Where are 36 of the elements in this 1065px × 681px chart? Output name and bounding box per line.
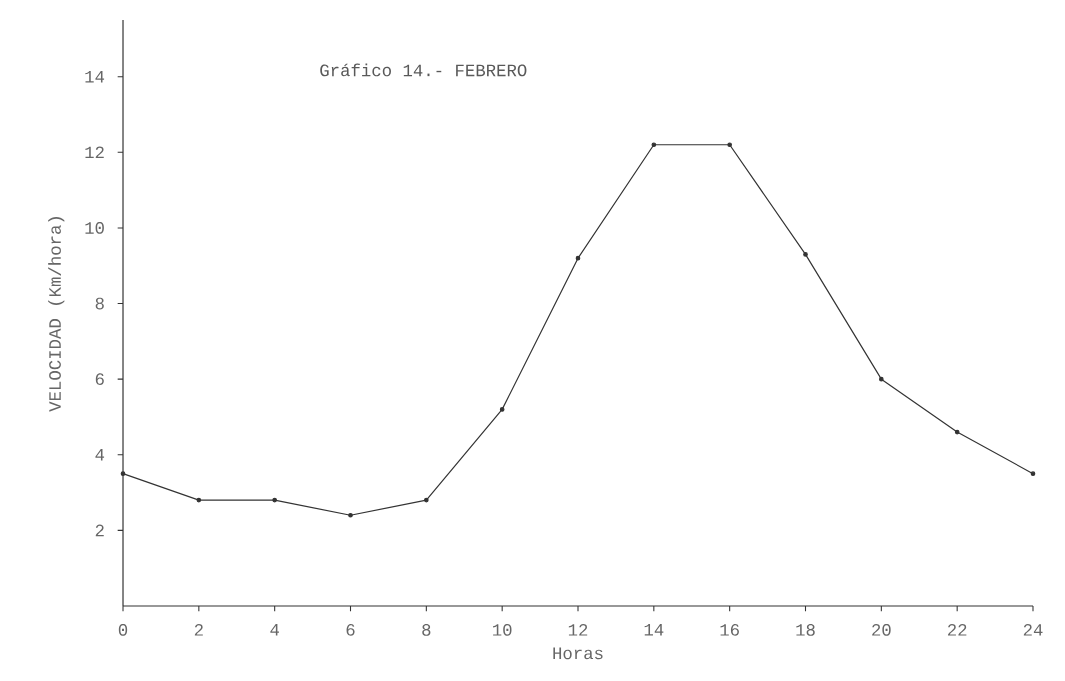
point <box>803 252 808 257</box>
point <box>120 471 126 476</box>
point <box>879 376 884 382</box>
y-tick-label: 6 <box>95 373 104 386</box>
x-tick-label: 10 <box>493 624 512 636</box>
y-tick-label: 12 <box>85 146 104 159</box>
x-tick-label: 4 <box>270 624 279 636</box>
point <box>499 407 505 412</box>
point <box>651 142 657 148</box>
point <box>424 497 429 503</box>
y-tick-label: 14 <box>85 70 105 83</box>
x-tick-label: 16 <box>720 624 739 636</box>
x-tick-label: 20 <box>872 624 891 636</box>
point <box>272 497 277 503</box>
x-tick-label: 22 <box>947 624 967 636</box>
x-axis-title: Horas <box>553 647 603 660</box>
point <box>575 255 581 261</box>
y-axis-title: VELOCIDAD (Km/hora) <box>48 217 65 412</box>
x-tick-label: 6 <box>346 624 355 636</box>
point <box>1030 471 1036 476</box>
text: Gráfico 14.- FEBRERO <box>320 63 527 77</box>
y-tick-label: 2 <box>95 524 104 537</box>
y-tick-label: 8 <box>95 297 104 310</box>
x-tick-label: 0 <box>118 624 128 636</box>
y-tick-label: 4 <box>95 449 105 461</box>
x-tick-label: 14 <box>644 624 664 636</box>
x-tick-label: 12 <box>568 624 588 636</box>
x-tick-label: 24 <box>1023 624 1043 636</box>
y-tick-label: 10 <box>85 222 104 234</box>
x-tick-label: 18 <box>796 624 815 636</box>
point <box>954 429 960 435</box>
x-tick-label: 2 <box>194 624 203 636</box>
x-tick-label: 8 <box>422 624 431 636</box>
point <box>348 512 353 518</box>
point <box>196 497 202 503</box>
point <box>727 142 732 148</box>
